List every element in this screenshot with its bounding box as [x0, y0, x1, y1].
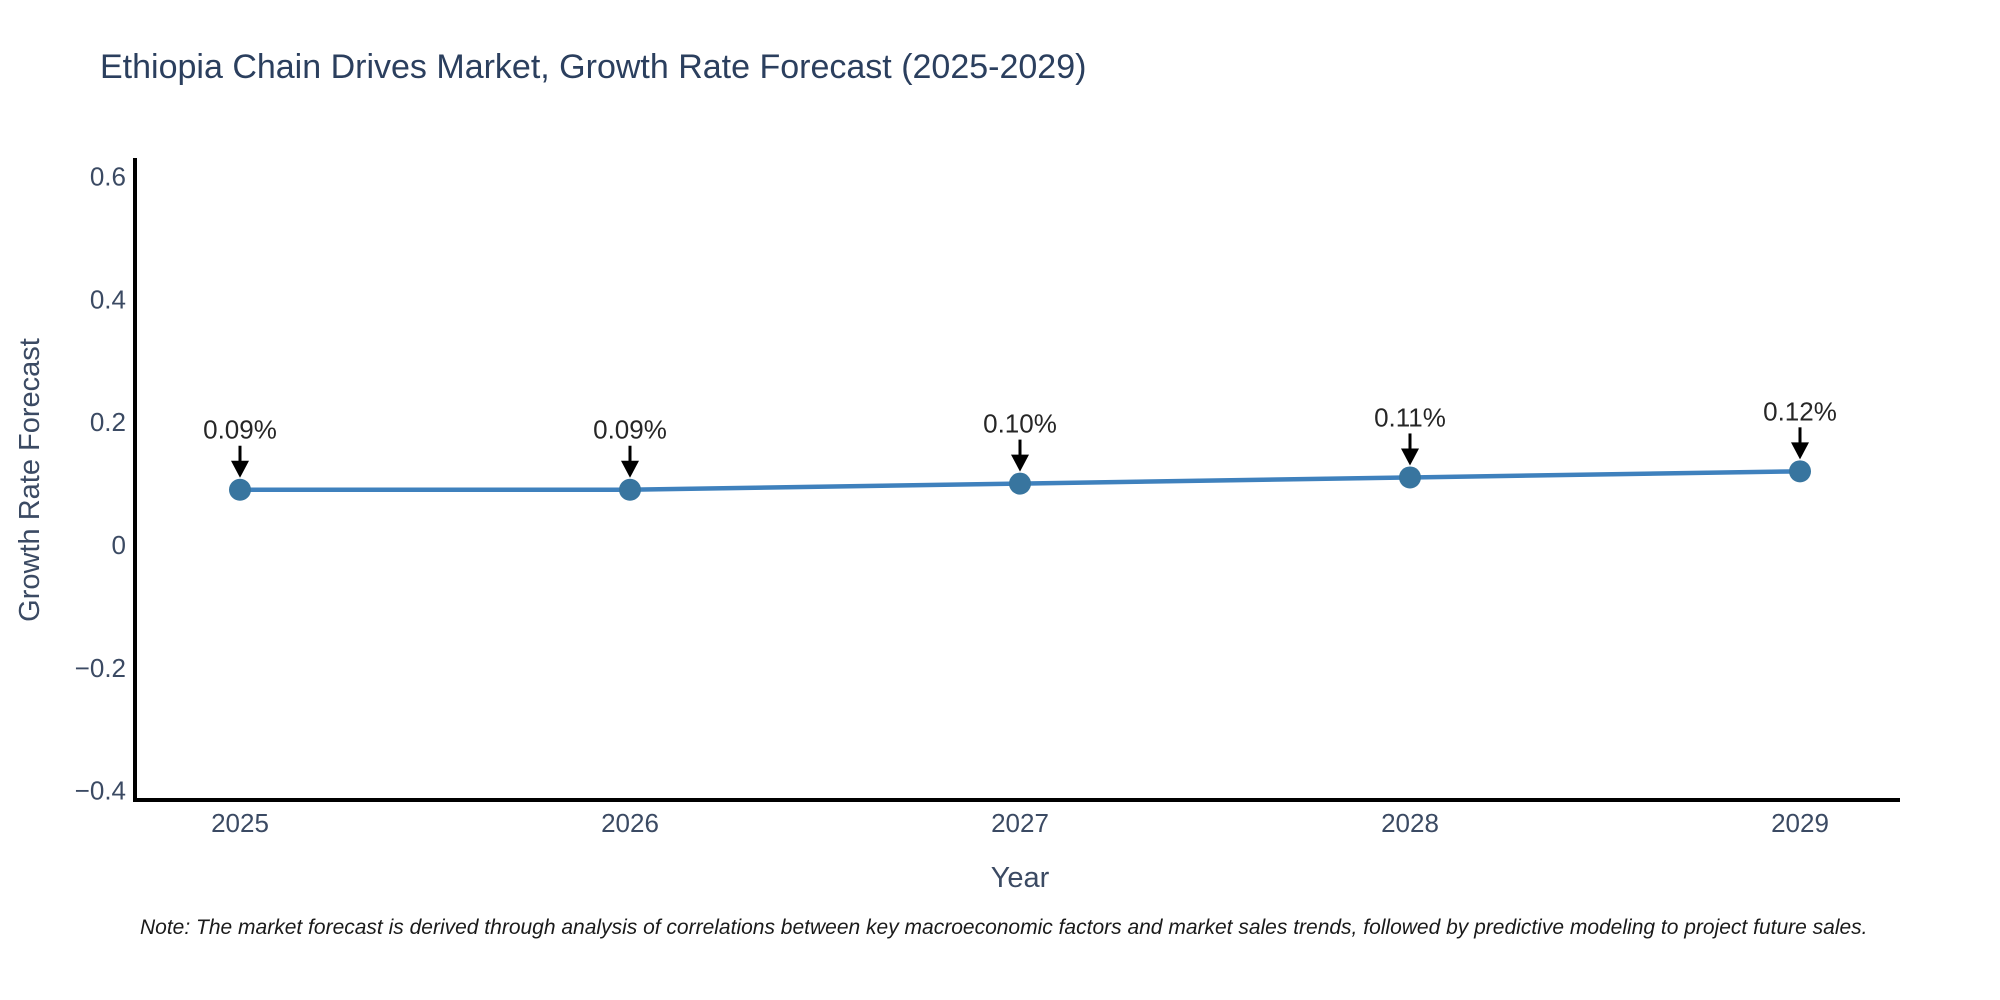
point-annotation-label: 0.11%: [1374, 402, 1446, 432]
data-point-marker: [229, 478, 251, 501]
x-axis-title: Year: [991, 862, 1050, 894]
x-tick-label: 2025: [211, 808, 269, 838]
y-tick-label: 0.4: [90, 284, 126, 314]
annotation-arrow-head: [1401, 448, 1419, 466]
annotation-arrow-head: [231, 460, 249, 478]
y-axis-spine: [133, 158, 137, 802]
x-tick-label: 2029: [1771, 808, 1829, 838]
y-tick-label: −0.4: [75, 776, 126, 806]
point-annotation-label: 0.09%: [593, 415, 667, 445]
x-axis-spine: [133, 798, 1900, 802]
data-point-marker: [619, 478, 641, 501]
point-annotation-label: 0.12%: [1763, 396, 1837, 426]
data-point-marker: [1789, 460, 1811, 483]
annotation-arrow-head: [621, 460, 639, 478]
data-point-marker: [1399, 466, 1421, 489]
methodology-note: Note: The market forecast is derived thr…: [140, 916, 1868, 939]
y-tick-label: 0.2: [90, 407, 126, 437]
x-tick-label: 2026: [601, 808, 659, 838]
y-tick-label: 0: [112, 530, 126, 560]
x-tick-label: 2027: [991, 808, 1049, 838]
point-annotation-label: 0.09%: [203, 415, 277, 445]
point-annotation-label: 0.10%: [983, 409, 1057, 439]
annotation-arrow-head: [1011, 454, 1029, 472]
chart-title: Ethiopia Chain Drives Market, Growth Rat…: [100, 48, 1087, 86]
x-tick-label: 2028: [1381, 808, 1439, 838]
y-axis-title: Growth Rate Forecast: [14, 338, 46, 622]
annotation-arrow-head: [1791, 442, 1809, 460]
data-point-marker: [1009, 472, 1031, 495]
y-tick-label: −0.2: [75, 653, 126, 683]
y-tick-label: 0.6: [90, 162, 126, 192]
